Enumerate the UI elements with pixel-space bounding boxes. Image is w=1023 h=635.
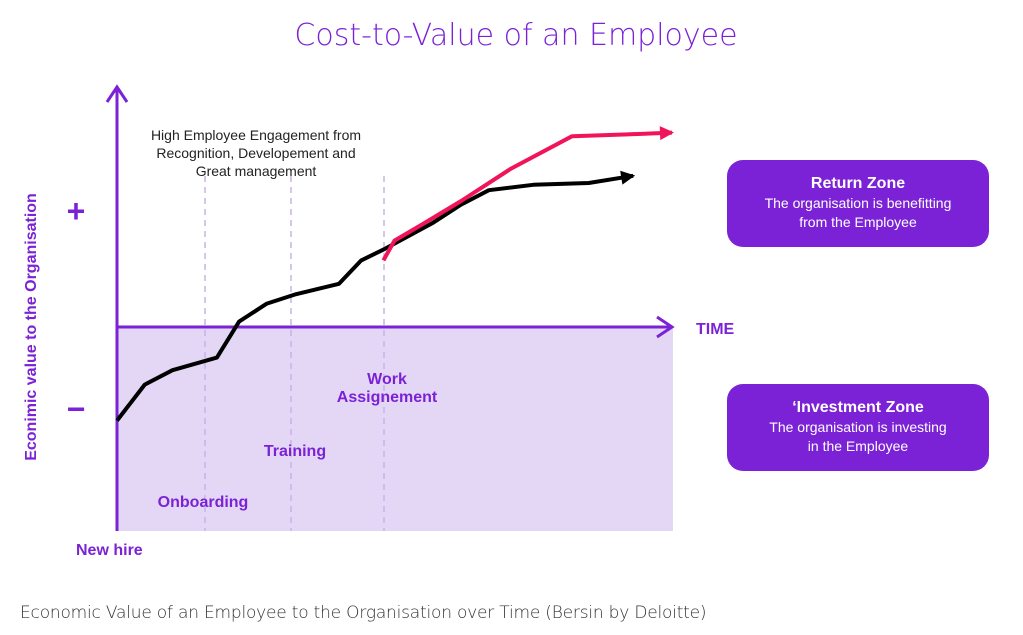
investment-zone-desc-1: The organisation is investing <box>769 419 947 435</box>
annotation-line-1: High Employee Engagement from <box>151 127 361 143</box>
figure-caption: Economic Value of an Employee to the Org… <box>20 603 707 623</box>
series-line-1 <box>115 173 634 422</box>
investment-zone-desc-2: in the Employee <box>807 438 909 454</box>
chart-title: Cost-to-Value of an Employee <box>294 18 737 53</box>
return-zone-desc-1: The organisation is benefitting <box>764 195 952 211</box>
investment-zone-title: ‘Investment Zone <box>792 399 924 416</box>
investment-zone-box: ‘Investment Zone The organisation is inv… <box>727 384 989 471</box>
annotation: High Employee Engagement from Recognitio… <box>151 127 361 179</box>
phase-dividers <box>204 176 385 531</box>
y-plus-label: + <box>67 193 86 229</box>
annotation-line-2: Recognition, Developement and <box>156 145 355 161</box>
return-zone-box: Return Zone The organisation is benefitt… <box>727 160 989 247</box>
series-line-2 <box>381 130 673 262</box>
series-arrowhead-2 <box>659 126 674 141</box>
return-zone-desc-2: from the Employee <box>799 214 917 230</box>
phase-label-1-line-1: Onboarding <box>158 494 249 511</box>
series-arrowhead-1 <box>620 170 636 185</box>
y-minus-label: − <box>67 391 86 427</box>
phase-label-3-line-1: Work <box>367 371 407 388</box>
phase-label-2-line-1: Training <box>264 443 326 460</box>
phase-label-3-line-2: Assignement <box>337 389 438 406</box>
x-axis-arrowhead <box>656 315 675 339</box>
series-layer <box>115 126 674 422</box>
origin-label: New hire <box>76 542 143 559</box>
y-axis-arrowhead <box>105 84 129 103</box>
y-axis-label: Econimic value to the Organisation <box>23 193 40 461</box>
annotation-line-3: Great management <box>196 163 317 179</box>
return-zone-title: Return Zone <box>810 175 906 192</box>
x-axis-label: TIME <box>696 321 735 338</box>
